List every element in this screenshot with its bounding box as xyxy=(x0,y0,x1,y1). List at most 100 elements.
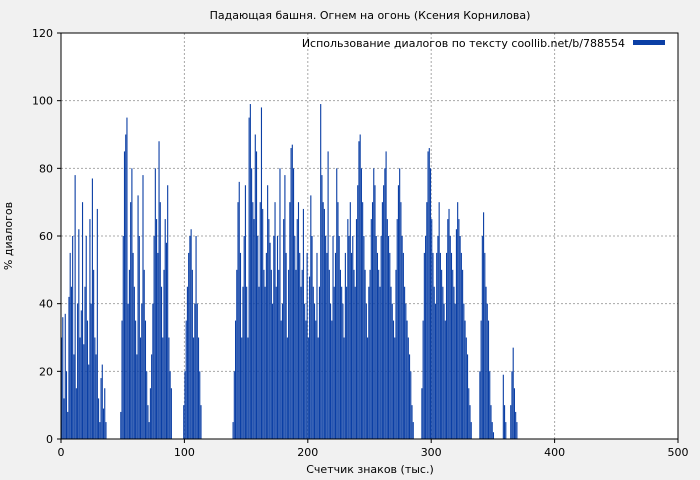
bar xyxy=(254,134,256,439)
bar xyxy=(352,236,354,439)
bar xyxy=(67,411,69,439)
bar xyxy=(268,219,270,439)
bar xyxy=(363,236,365,439)
bar xyxy=(278,269,280,439)
bar xyxy=(369,269,371,439)
bar xyxy=(162,337,164,439)
bar xyxy=(489,371,491,439)
bar xyxy=(136,354,138,439)
bar xyxy=(158,141,160,439)
bar xyxy=(505,422,507,439)
bar xyxy=(429,168,432,440)
bar xyxy=(84,286,86,439)
bar xyxy=(90,303,92,439)
bar xyxy=(344,252,346,439)
bar xyxy=(238,181,240,439)
bar xyxy=(410,371,412,439)
bar xyxy=(96,208,98,439)
bar xyxy=(426,202,428,439)
bar xyxy=(459,236,461,439)
bar xyxy=(267,185,269,439)
bar xyxy=(63,398,65,439)
bar xyxy=(391,303,393,439)
bar xyxy=(104,388,106,439)
bar xyxy=(188,252,190,439)
bar xyxy=(165,242,168,439)
bar xyxy=(80,310,82,439)
bar xyxy=(239,252,242,439)
x-tick-label: 300 xyxy=(421,446,442,459)
legend-swatch xyxy=(633,40,665,45)
bar xyxy=(185,320,187,439)
bar xyxy=(234,320,237,439)
bar xyxy=(98,398,100,439)
bar xyxy=(513,388,515,439)
bar xyxy=(491,422,493,439)
y-tick-label: 60 xyxy=(39,230,53,243)
bar xyxy=(492,432,495,439)
bar xyxy=(200,405,202,439)
bar xyxy=(83,344,85,439)
bar xyxy=(322,202,324,439)
bar xyxy=(406,320,408,439)
bar xyxy=(154,168,156,440)
bar xyxy=(285,252,287,439)
bar xyxy=(288,269,290,439)
bar xyxy=(341,286,343,439)
bar xyxy=(441,269,443,439)
bar xyxy=(480,320,482,439)
bar xyxy=(249,104,251,440)
bar xyxy=(263,269,265,439)
bar xyxy=(281,303,283,439)
bar xyxy=(302,208,304,439)
bar xyxy=(243,236,245,439)
y-tick-label: 120 xyxy=(32,27,53,40)
bar xyxy=(464,320,466,439)
bar xyxy=(152,303,154,439)
chart-title: Падающая башня. Огнем на огонь (Ксения К… xyxy=(210,9,531,22)
bar xyxy=(89,219,91,439)
bar xyxy=(465,337,467,439)
bar xyxy=(301,269,303,439)
bar xyxy=(347,219,349,439)
bar xyxy=(251,168,253,440)
bar xyxy=(279,168,281,440)
bar xyxy=(294,236,296,439)
bar xyxy=(86,320,89,439)
bar xyxy=(105,422,107,439)
bar xyxy=(328,269,330,439)
bar xyxy=(448,208,450,439)
bar xyxy=(307,337,309,439)
bar xyxy=(395,269,397,439)
bar xyxy=(233,371,235,439)
bar xyxy=(504,405,506,439)
bar xyxy=(339,269,341,439)
bar xyxy=(379,286,381,439)
bar xyxy=(355,219,358,439)
bar xyxy=(242,286,244,439)
bar xyxy=(487,320,490,439)
bar xyxy=(275,286,277,439)
bar xyxy=(378,269,380,439)
bar xyxy=(142,175,144,439)
bar xyxy=(312,286,314,439)
bar xyxy=(512,347,514,439)
bar xyxy=(427,151,429,439)
bar xyxy=(446,252,448,439)
bar xyxy=(332,236,334,439)
bar xyxy=(348,236,350,439)
bar xyxy=(244,185,246,439)
bar xyxy=(458,219,460,439)
bar xyxy=(490,405,492,439)
bar xyxy=(453,286,455,439)
bar xyxy=(65,371,68,439)
bar xyxy=(358,141,360,439)
bar xyxy=(306,252,308,439)
x-ticks: 0 100 200 300 400 500 xyxy=(58,439,689,459)
bar xyxy=(385,151,387,439)
bar xyxy=(137,195,139,439)
bar xyxy=(170,388,172,439)
bar xyxy=(255,151,258,439)
bar xyxy=(483,212,485,439)
bar xyxy=(64,313,66,439)
